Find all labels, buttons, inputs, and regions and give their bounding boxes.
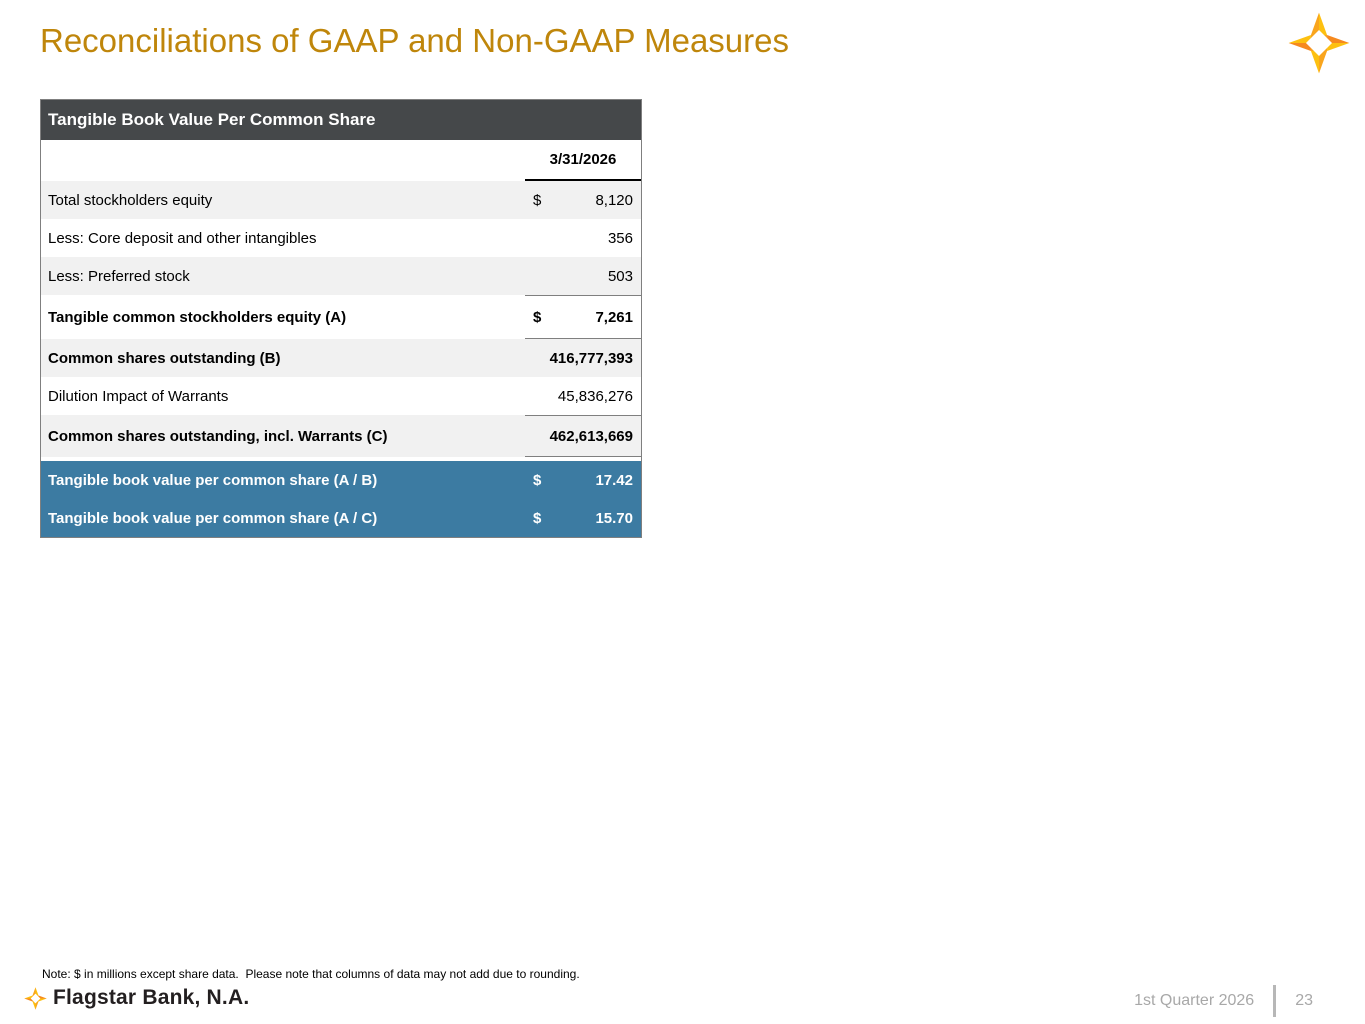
footer-brand: Flagstar Bank, N.A. [24,986,249,1010]
footnote: Note: $ in millions except share data. P… [42,967,580,981]
row-value-cell: 503 [525,257,641,295]
row-label: Tangible common stockholders equity (A) [48,308,347,326]
page-number: 23 [1295,992,1313,1009]
row-dollar: $ [533,191,542,209]
flagstar-star-logo-icon [1288,12,1350,74]
table-row: Less: Core deposit and other intangibles… [41,219,641,257]
row-value: 15.70 [595,509,633,527]
row-value-cell: $ 8,120 [525,181,641,219]
table-title-bar: Tangible Book Value Per Common Share [41,100,641,140]
brand-name: Flagstar Bank, N.A. [53,986,250,1009]
date-header: 3/31/2026 [549,151,617,168]
row-label: Common shares outstanding, incl. Warrant… [48,427,388,445]
table-row-result-ab: Tangible book value per common share (A … [41,461,641,499]
row-dollar: $ [533,308,542,326]
row-label: Less: Preferred stock [48,267,190,285]
row-value: 462,613,669 [549,427,633,445]
footer-right: 1st Quarter 2026 23 [1134,985,1313,1017]
flagstar-star-small-icon [24,986,47,1010]
row-value: 17.42 [595,471,633,489]
row-value-cell: 462,613,669 [525,415,641,457]
row-value: 45,836,276 [557,387,633,405]
row-label: Common shares outstanding (B) [48,349,281,367]
row-value: 8,120 [595,191,633,209]
row-value: 503 [607,267,633,285]
date-header-spacer [41,140,525,181]
row-value-cell: $ 15.70 [525,499,641,537]
row-label: Tangible book value per common share (A … [48,509,378,527]
row-label: Tangible book value per common share (A … [48,471,378,489]
table-row: Total stockholders equity $ 8,120 [41,181,641,219]
row-value-cell: 416,777,393 [525,339,641,377]
page-title: Reconciliations of GAAP and Non-GAAP Mea… [40,22,789,59]
row-label: Dilution Impact of Warrants [48,387,229,405]
footer-divider [1273,985,1277,1017]
row-label: Total stockholders equity [48,191,213,209]
row-value: 7,261 [595,308,633,326]
row-value: 356 [607,229,633,247]
row-value-cell: $ 17.42 [525,461,641,499]
row-dollar: $ [533,509,542,527]
table-row-subtotal-c: Common shares outstanding, incl. Warrant… [41,415,641,457]
date-header-cell: 3/31/2026 [525,140,641,181]
row-label: Less: Core deposit and other intangibles [48,229,317,247]
table-row: Less: Preferred stock 503 [41,257,641,295]
row-value: 416,777,393 [549,349,633,367]
tangible-book-value-table: Tangible Book Value Per Common Share 3/3… [40,99,642,538]
table-date-header-row: 3/31/2026 [41,140,641,181]
quarter-label: 1st Quarter 2026 [1134,992,1255,1009]
table-row: Dilution Impact of Warrants 45,836,276 [41,377,641,415]
row-value-cell: 45,836,276 [525,377,641,415]
table-row-result-ac: Tangible book value per common share (A … [41,499,641,537]
row-value-cell: 356 [525,219,641,257]
row-dollar: $ [533,471,542,489]
table-section-gap [41,457,641,461]
table-title: Tangible Book Value Per Common Share [48,109,376,129]
table-row-subtotal-a: Tangible common stockholders equity (A) … [41,295,641,339]
row-value-cell: $ 7,261 [525,295,641,339]
table-row: Common shares outstanding (B) 416,777,39… [41,339,641,377]
